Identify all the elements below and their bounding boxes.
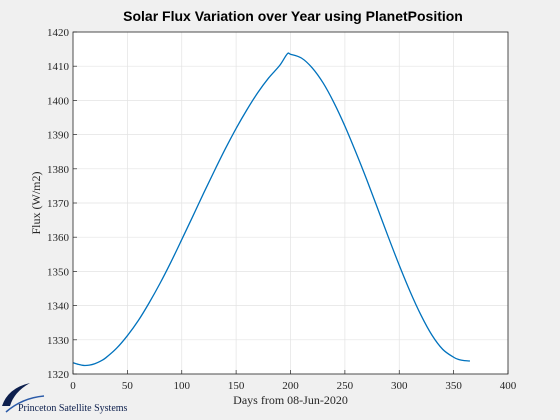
logo-text: Princeton Satellite Systems	[18, 403, 128, 414]
x-tick-label: 200	[282, 380, 299, 392]
y-tick-label: 1320	[47, 369, 70, 381]
y-tick-label: 1410	[47, 61, 70, 73]
chart-title: Solar Flux Variation over Year using Pla…	[123, 8, 463, 24]
x-tick-label: 50	[122, 380, 134, 392]
y-tick-label: 1360	[47, 232, 70, 244]
y-tick-label: 1350	[47, 266, 70, 278]
grid	[72, 31, 509, 375]
x-tick-label: 100	[174, 380, 191, 392]
y-tick-label: 1420	[47, 27, 70, 39]
logo-swoosh-icon	[2, 383, 30, 406]
x-tick-labels: 0 50 100 150 200 250 300 350 400	[70, 380, 517, 392]
y-axis-label: Flux (W/m2)	[29, 172, 43, 235]
y-tick-labels: 1320 1330 1340 1350 1360 1370 1380 1390 1400 1410…	[47, 27, 70, 381]
tick-marks	[72, 31, 509, 375]
y-tick-label: 1390	[47, 130, 70, 142]
logo-orbit-icon	[5, 395, 45, 413]
x-tick-label: 150	[228, 380, 245, 392]
y-tick-label: 1330	[47, 335, 70, 347]
x-tick-label: 300	[391, 380, 408, 392]
x-tick-label: 350	[445, 380, 462, 392]
x-tick-label: 400	[500, 380, 517, 392]
series-line	[72, 52, 470, 367]
x-axis-label: Days from 08-Jun-2020	[233, 393, 348, 407]
y-tick-label: 1340	[47, 301, 70, 313]
y-tick-label: 1380	[47, 164, 70, 176]
company-logo: Princeton Satellite Systems	[2, 383, 128, 414]
x-tick-label: 250	[337, 380, 354, 392]
y-tick-label: 1400	[47, 95, 70, 107]
y-tick-label: 1370	[47, 198, 70, 210]
series-layer	[72, 52, 470, 367]
x-tick-label: 0	[70, 380, 76, 392]
